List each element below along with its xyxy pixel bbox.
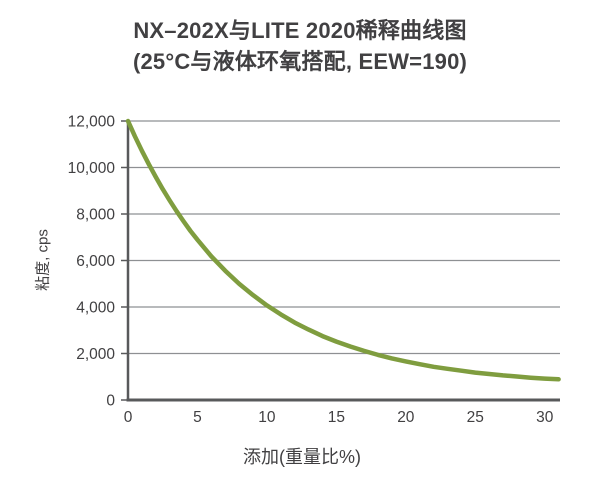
x-tick-label-20: 20	[397, 409, 415, 426]
y-tick-label-4000: 4,000	[76, 300, 115, 317]
x-tick-label-25: 25	[467, 409, 484, 426]
x-tick-label-5: 5	[193, 409, 202, 426]
x-axis-title: 添加(重量比%)	[243, 447, 361, 467]
y-tick-label-2000: 2,000	[76, 346, 115, 363]
chart-subtitle: (25°C与液体环氧搭配, EEW=190)	[132, 49, 468, 74]
chart-title-block: NX–202X与LITE 2020稀释曲线图 (25°C与液体环氧搭配, EEW…	[0, 15, 600, 77]
y-tick-label-8000: 8,000	[76, 207, 115, 224]
chart-title: NX–202X与LITE 2020稀释曲线图	[133, 18, 467, 43]
x-tick-label-10: 10	[258, 409, 276, 426]
x-tick-label-0: 0	[124, 409, 133, 426]
dilution-curve	[125, 118, 561, 382]
x-tick-label-30: 30	[536, 409, 554, 426]
y-tick-label-10000: 10,000	[68, 160, 116, 177]
x-tick-label-15: 15	[328, 409, 345, 426]
y-tick-label-12000: 12,000	[68, 114, 116, 131]
y-tick-label-6000: 6,000	[76, 253, 115, 270]
y-tick-label-0: 0	[106, 393, 115, 410]
